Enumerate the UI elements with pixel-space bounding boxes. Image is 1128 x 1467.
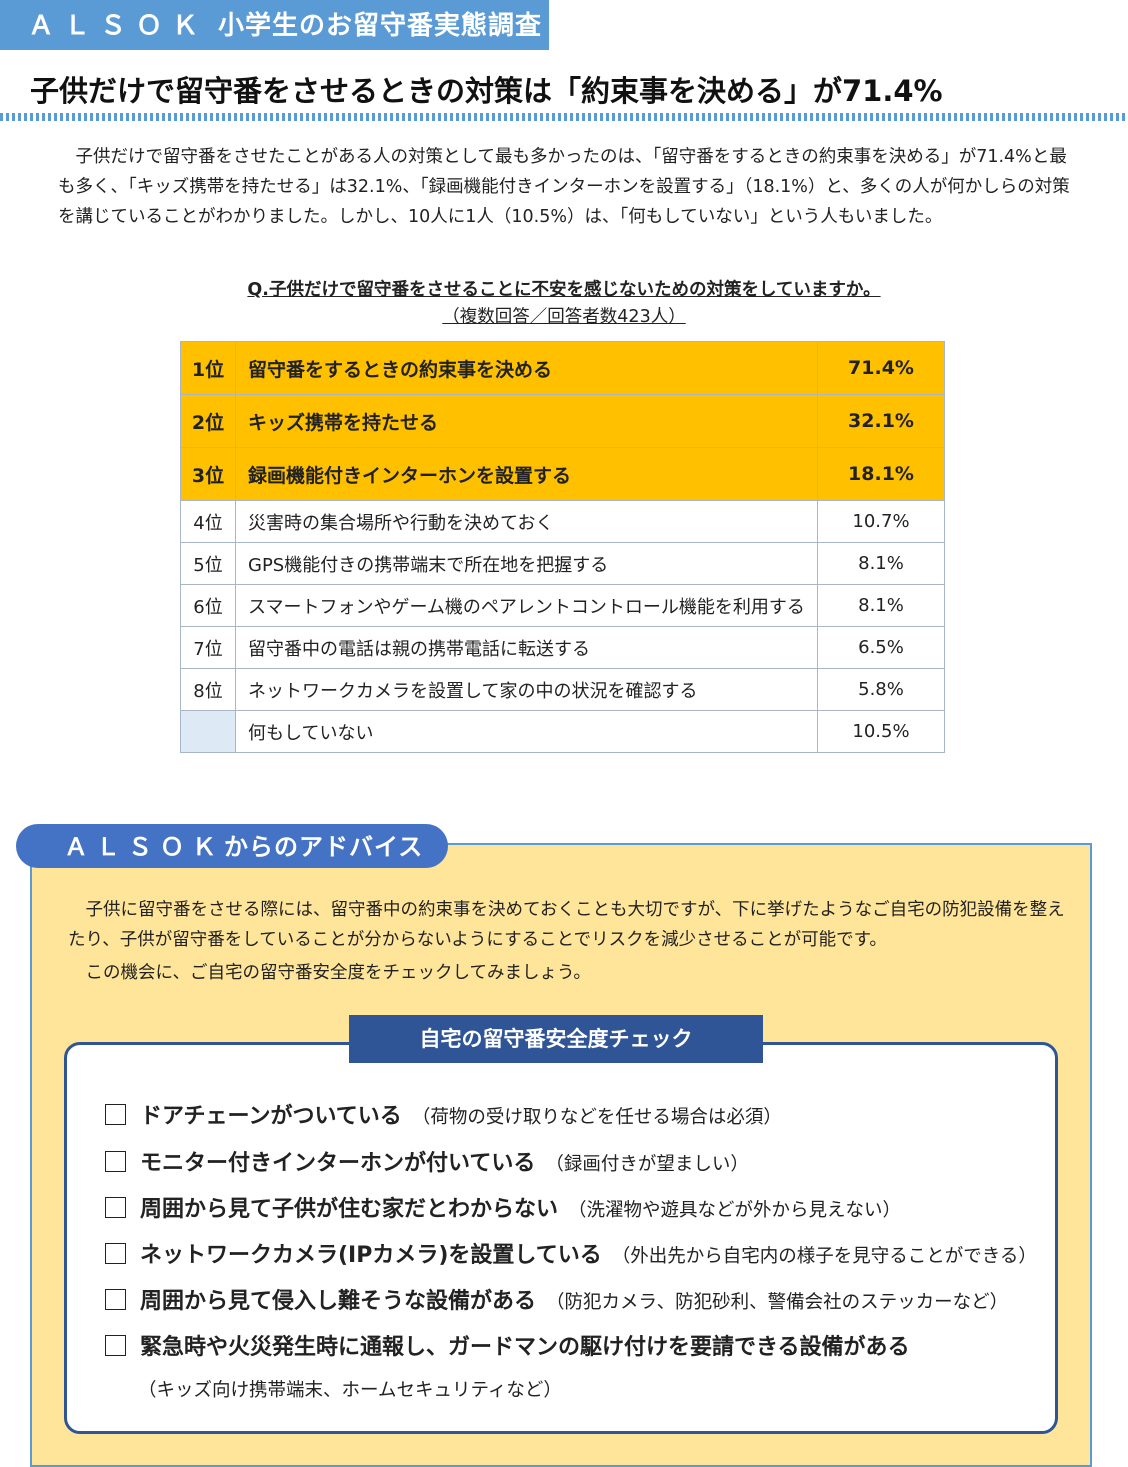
label-cell: 録画機能付きインターホンを設置する: [235, 447, 818, 501]
rank-cell: 4位: [180, 500, 236, 543]
rank-cell: 5位: [180, 542, 236, 585]
table-row: 1位 留守番をするときの約束事を決める 71.4%: [180, 341, 945, 395]
table-row: 何もしていない 10.5%: [180, 710, 945, 753]
checklist-item-note: （外出先から自宅内の様子を見守ることができる）: [611, 1246, 1037, 1267]
rank-cell: [180, 710, 236, 753]
checkbox-icon[interactable]: [105, 1243, 126, 1264]
label-cell: GPS機能付きの携帯端末で所在地を把握する: [235, 542, 818, 585]
value-cell: 32.1%: [817, 394, 945, 448]
rank-cell: 3位: [180, 447, 236, 501]
table-row: 2位 キッズ携帯を持たせる 32.1%: [180, 394, 945, 448]
table-row: 7位 留守番中の電話は親の携帯電話に転送する 6.5%: [180, 626, 945, 669]
header-title: 小学生のお留守番実態調査: [218, 11, 543, 41]
label-cell: キッズ携帯を持たせる: [235, 394, 818, 448]
checklist-extra-note: （キッズ向け携帯端末、ホームセキュリティなど）: [138, 1380, 562, 1401]
value-cell: 10.7%: [817, 500, 945, 543]
checklist-item-note: （防犯カメラ、防犯砂利、警備会社のステッカーなど）: [546, 1292, 1009, 1313]
rank-cell: 1位: [180, 341, 236, 395]
table-row: 5位 GPS機能付きの携帯端末で所在地を把握する 8.1%: [180, 542, 945, 585]
dotted-divider: [0, 113, 1128, 121]
rank-cell: 2位: [180, 394, 236, 448]
value-cell: 8.1%: [817, 542, 945, 585]
advice-tab: ＡＬＳＯＫからのアドバイス: [16, 824, 448, 868]
checklist-item-note: （荷物の受け取りなどを任せる場合は必須）: [411, 1107, 782, 1128]
checklist-item[interactable]: 周囲から見て子供が住む家だとわからない （洗濯物や遊具などが外から見えない）: [105, 1191, 901, 1223]
value-cell: 10.5%: [817, 710, 945, 753]
checklist-title: 自宅の留守番安全度チェック: [349, 1015, 763, 1063]
label-cell: 災害時の集合場所や行動を決めておく: [235, 500, 818, 543]
rank-cell: 7位: [180, 626, 236, 669]
checklist-item[interactable]: 緊急時や火災発生時に通報し、ガードマンの駆け付けを要請できる設備がある: [105, 1329, 920, 1361]
intro-paragraph: 子供だけで留守番をさせたことがある人の対策として最も多かったのは、「留守番をする…: [58, 147, 1070, 227]
ranking-table: 1位 留守番をするときの約束事を決める 71.4% 2位 キッズ携帯を持たせる …: [180, 341, 945, 753]
survey-note-text: （複数回答／回答者数423人）: [442, 307, 686, 327]
survey-question: Q.子供だけで留守番をさせることに不安を感じないための対策をしていますか。: [247, 280, 881, 300]
table-row: 6位 スマートフォンやゲーム機のペアレントコントロール機能を利用する 8.1%: [180, 584, 945, 627]
advice-paragraph-2: この機会に、ご自宅の留守番安全度をチェックしてみましょう。: [85, 963, 591, 983]
value-cell: 71.4%: [817, 341, 945, 395]
advice-tab-title: からのアドバイス: [224, 833, 424, 861]
checkbox-icon[interactable]: [105, 1104, 126, 1125]
value-cell: 8.1%: [817, 584, 945, 627]
checklist-item-label: 周囲から見て侵入し難そうな設備がある: [140, 1289, 537, 1314]
checkbox-icon[interactable]: [105, 1151, 126, 1172]
checklist-card: [64, 1042, 1058, 1434]
checklist-item[interactable]: ドアチェーンがついている （荷物の受け取りなどを任せる場合は必須）: [105, 1098, 782, 1130]
checklist-item-label: モニター付きインターホンが付いている: [140, 1151, 536, 1176]
label-cell: 留守番中の電話は親の携帯電話に転送する: [235, 626, 818, 669]
checklist-item[interactable]: 周囲から見て侵入し難そうな設備がある （防犯カメラ、防犯砂利、警備会社のステッカー…: [105, 1283, 1008, 1315]
value-cell: 6.5%: [817, 626, 945, 669]
checklist-item-label: 周囲から見て子供が住む家だとわからない: [140, 1197, 559, 1222]
rank-cell: 6位: [180, 584, 236, 627]
checkbox-icon[interactable]: [105, 1289, 126, 1310]
checklist-item-label: ドアチェーンがついている: [140, 1104, 402, 1129]
value-cell: 5.8%: [817, 668, 945, 711]
header-brand: ＡＬＳＯＫ: [28, 11, 209, 41]
checkbox-icon[interactable]: [105, 1335, 126, 1356]
rank-cell: 8位: [180, 668, 236, 711]
value-cell: 18.1%: [817, 447, 945, 501]
header-banner: ＡＬＳＯＫ 小学生のお留守番実態調査: [0, 0, 549, 50]
survey-note: （複数回答／回答者数423人）: [0, 303, 1128, 328]
checklist-item[interactable]: モニター付きインターホンが付いている （録画付きが望ましい）: [105, 1145, 749, 1177]
table-row: 4位 災害時の集合場所や行動を決めておく 10.7%: [180, 500, 945, 543]
advice-paragraph: 子供に留守番をさせる際には、留守番中の約束事を決めておくことも大切ですが、下に挙…: [68, 900, 1065, 950]
table-row: 8位 ネットワークカメラを設置して家の中の状況を確認する 5.8%: [180, 668, 945, 711]
checklist-item[interactable]: ネットワークカメラ(IPカメラ)を設置している （外出先から自宅内の様子を見守るこ…: [105, 1237, 1037, 1269]
page-title: 子供だけで留守番をさせるときの対策は「約束事を決める」が71.4%: [30, 74, 943, 108]
checklist-item-label: 緊急時や火災発生時に通報し、ガードマンの駆け付けを要請できる設備がある: [140, 1335, 910, 1360]
label-cell: 留守番をするときの約束事を決める: [235, 341, 818, 395]
checklist-item-note: （録画付きが望ましい）: [545, 1154, 749, 1175]
table-row: 3位 録画機能付きインターホンを設置する 18.1%: [180, 447, 945, 501]
advice-brand: ＡＬＳＯＫ: [64, 833, 224, 861]
checklist-item-note: （洗濯物や遊具などが外から見えない）: [568, 1200, 902, 1221]
label-cell: スマートフォンやゲーム機のペアレントコントロール機能を利用する: [235, 584, 818, 627]
checkbox-icon[interactable]: [105, 1197, 126, 1218]
label-cell: 何もしていない: [235, 710, 818, 753]
label-cell: ネットワークカメラを設置して家の中の状況を確認する: [235, 668, 818, 711]
checklist-item-label: ネットワークカメラ(IPカメラ)を設置している: [140, 1243, 602, 1268]
